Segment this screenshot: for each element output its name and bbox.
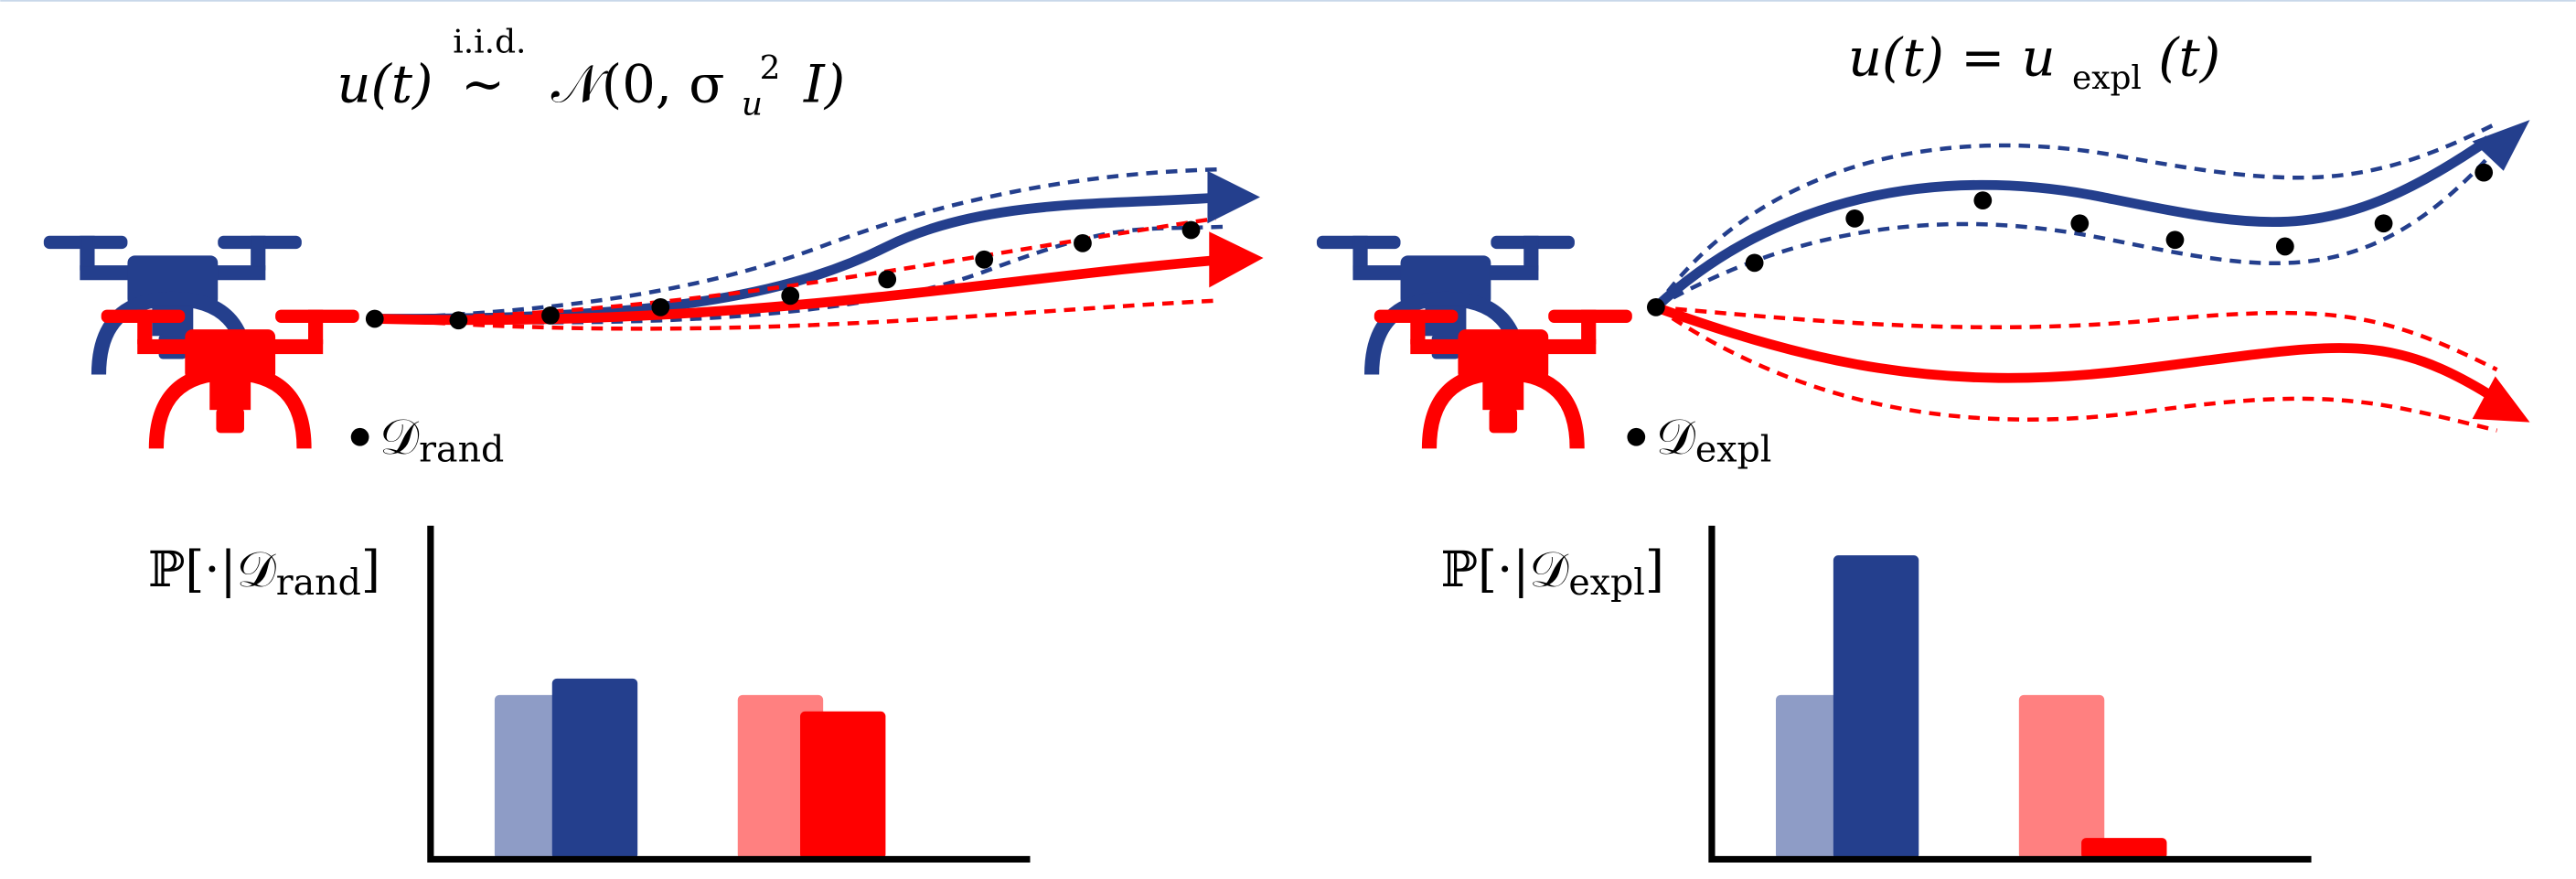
arrowhead — [1209, 231, 1263, 287]
label-part: expl — [1568, 562, 1645, 604]
y-axis-label: ℙ[·|𝒟rand] — [148, 541, 380, 604]
formula: u(t) i.i.d. ∼ 𝒩(0, σ u 2 I) — [337, 4, 845, 127]
y-axis-label: ℙ[·|𝒟expl] — [1441, 541, 1664, 604]
bar-charts — [431, 526, 2312, 860]
trajectory-red — [1656, 307, 2489, 394]
legend-dot — [351, 428, 369, 446]
label-part: ] — [361, 541, 380, 598]
formula-part: 2 — [760, 49, 781, 87]
label-part: 𝒟 — [1656, 408, 1696, 466]
formula: u(t) = u expl (t) — [1848, 27, 2220, 102]
drone-red — [102, 310, 358, 448]
drone-red — [1375, 310, 1631, 448]
dataset-label: 𝒟rand — [379, 408, 504, 471]
label-part: expl — [1695, 429, 1772, 471]
bar — [552, 679, 637, 860]
formula-part: 𝒩(0, σ — [551, 53, 725, 114]
label-part: ℙ[·|𝒟 — [1441, 541, 1570, 598]
formula-part: I) — [803, 53, 845, 114]
trajectories — [1656, 123, 2497, 431]
dashed-bound — [1656, 307, 2497, 370]
label-part: ] — [1645, 541, 1664, 598]
samples — [1647, 164, 2493, 316]
label-part: 𝒟 — [379, 408, 420, 466]
formula-part: expl — [2072, 59, 2142, 97]
formula-part: u(t) — [337, 53, 433, 114]
label-part: rand — [419, 429, 504, 471]
bar — [1833, 555, 1919, 859]
legend-dot — [1627, 428, 1645, 446]
figure: u(t) i.i.d. ∼ 𝒩(0, σ u 2 I) u(t) = u exp… — [0, 0, 2576, 879]
label-part: rand — [276, 562, 361, 604]
label-part: ℙ[·|𝒟 — [148, 541, 277, 598]
formula-part: u(t) = u — [1848, 27, 2056, 89]
bar — [2019, 695, 2104, 860]
formula-part: (t) — [2158, 27, 2220, 89]
dashed-bound — [375, 169, 1224, 318]
trajectories — [375, 169, 1224, 328]
bar — [800, 712, 885, 860]
arrowhead — [1207, 171, 1259, 223]
arrowhead — [2473, 376, 2530, 422]
formula-part: u — [742, 86, 763, 123]
formula-part: ∼ — [461, 53, 505, 114]
page: {"panels": [ {"formula": {"lhs": "u(t)",… — [0, 0, 2576, 879]
dataset-label: 𝒟expl — [1656, 408, 1772, 471]
